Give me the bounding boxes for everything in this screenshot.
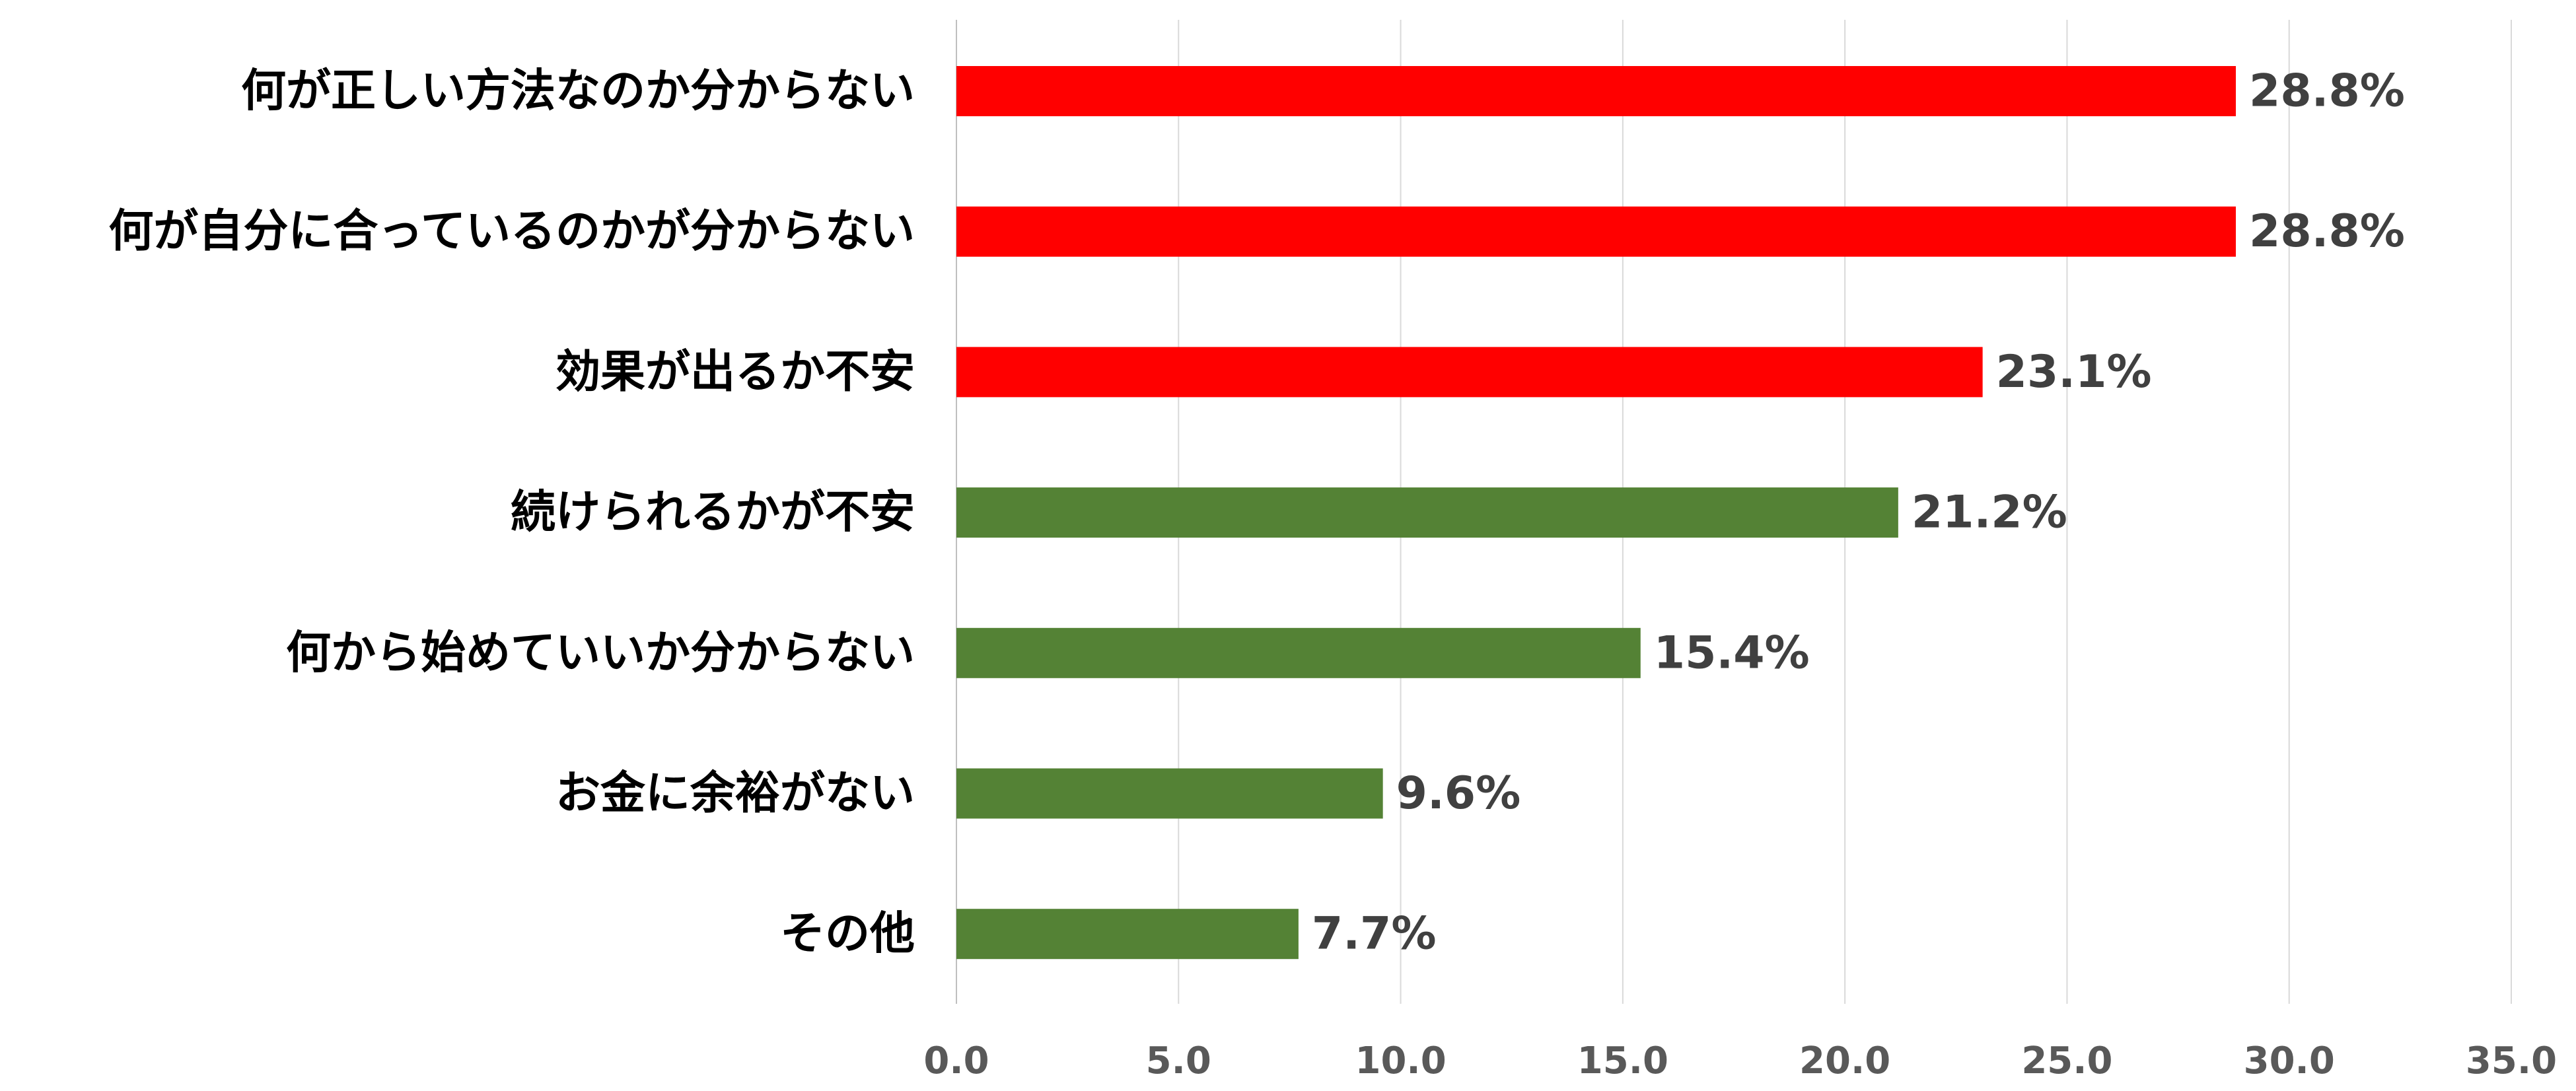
bars: [956, 66, 2236, 960]
value-label: 28.8%: [2249, 205, 2405, 258]
bar: [956, 206, 2236, 257]
x-tick-label: 0.0: [923, 1039, 989, 1082]
x-tick-label: 35.0: [2466, 1039, 2557, 1082]
bar: [956, 347, 1983, 398]
bar: [956, 487, 1898, 538]
category-label: 何が自分に合っているのかが分からない: [108, 205, 915, 258]
value-label: 9.6%: [1396, 767, 1521, 820]
category-label: 何が正しい方法なのか分からない: [241, 65, 915, 118]
category-label: お金に余裕がない: [555, 767, 915, 820]
bar: [956, 768, 1383, 819]
x-tick-label: 30.0: [2244, 1039, 2335, 1082]
bar: [956, 627, 1641, 678]
x-axis-tick-labels: 0.0 5.0 10.0 15.0 20.0 25.0 30.0 35.0: [923, 1039, 2557, 1082]
x-tick-label: 10.0: [1355, 1039, 1446, 1082]
value-label: 7.7%: [1312, 908, 1437, 960]
x-tick-label: 15.0: [1577, 1039, 1668, 1082]
x-tick-label: 20.0: [1799, 1039, 1890, 1082]
value-label: 23.1%: [1996, 346, 2152, 398]
category-label: その他: [780, 908, 915, 960]
category-label: 何から始めていいか分からない: [286, 627, 915, 679]
category-labels: 何が正しい方法なのか分からない何が自分に合っているのかが分からない効果が出るか不…: [108, 65, 915, 960]
category-label: 効果が出るか不安: [555, 346, 915, 398]
value-label: 21.2%: [1912, 487, 2067, 539]
x-tick-label: 5.0: [1146, 1039, 1211, 1082]
value-label: 28.8%: [2249, 65, 2405, 118]
value-label: 15.4%: [1654, 627, 1810, 679]
category-label: 続けられるかが不安: [511, 487, 915, 539]
value-labels: 28.8% 28.8% 23.1% 21.2% 15.4% 9.6% 7.7%: [1312, 65, 2405, 960]
bar: [956, 66, 2236, 116]
x-tick-label: 25.0: [2021, 1039, 2112, 1082]
bar: [956, 909, 1299, 960]
